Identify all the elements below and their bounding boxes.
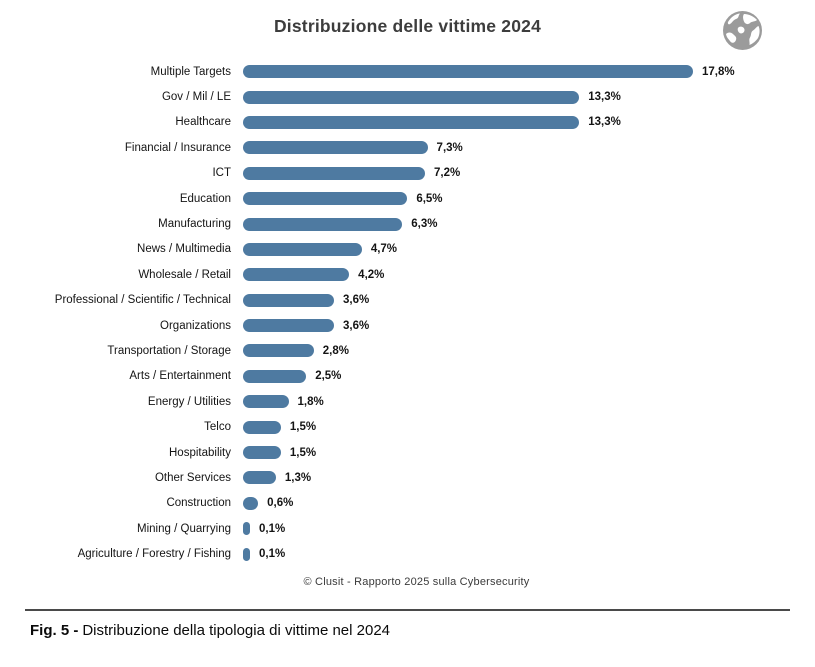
bar [243, 192, 408, 206]
bar [243, 471, 276, 485]
bar-chart: Multiple Targets 17,8% Gov / Mil / LE 13… [0, 59, 815, 567]
caption-divider [25, 608, 790, 611]
bar [243, 293, 334, 307]
category-label: News / Multimedia [137, 243, 231, 256]
category-label: Energy / Utilities [147, 395, 231, 408]
bar [243, 395, 289, 409]
bar [243, 90, 580, 104]
bar [243, 65, 693, 79]
chart-row: Agriculture / Forestry / Fishing 0,1% [0, 541, 815, 566]
chart-row: Healthcare 13,3% [0, 110, 815, 135]
bar [243, 319, 334, 333]
chart-row: Hospitability 1,5% [0, 440, 815, 465]
chart-row: Professional / Scientific / Technical 3,… [0, 288, 815, 313]
category-label: Hospitability [169, 446, 231, 459]
value-label: 13,3% [588, 116, 621, 129]
bar [243, 344, 314, 358]
category-label: Construction [166, 497, 231, 510]
chart-row: ICT 7,2% [0, 161, 815, 186]
value-label: 4,7% [370, 243, 398, 256]
source-credit: © Clusit - Rapporto 2025 sulla Cybersecu… [303, 575, 530, 588]
chart-row: Gov / Mil / LE 13,3% [0, 84, 815, 109]
value-label: 3,6% [343, 294, 370, 307]
chart-row: Other Services 1,3% [0, 465, 815, 490]
value-label: 6,3% [411, 218, 438, 231]
category-label: Education [179, 192, 231, 205]
value-label: 4,2% [358, 268, 385, 281]
value-label: 0,6% [267, 497, 294, 510]
bar [243, 420, 281, 434]
bar [243, 547, 250, 561]
category-label: Mining / Quarrying [137, 522, 231, 535]
chart-row: Manufacturing 6,3% [0, 211, 815, 236]
chart-row: Transportation / Storage 2,8% [0, 338, 815, 363]
category-label: Organizations [160, 319, 231, 332]
category-label: Other Services [154, 471, 231, 484]
bar [243, 268, 350, 282]
bar [243, 522, 250, 536]
value-label: 7,2% [434, 167, 461, 180]
value-label: 7,3% [436, 141, 463, 154]
value-label: 1,8% [297, 395, 324, 408]
chart-row: Multiple Targets 17,8% [0, 59, 815, 84]
value-label: 3,6% [343, 319, 370, 332]
category-label: Wholesale / Retail [138, 268, 231, 281]
bar [243, 496, 259, 510]
chart-row: News / Multimedia 4,7% [0, 237, 815, 262]
chart-row: Education 6,5% [0, 186, 815, 211]
globe-icon [723, 11, 762, 50]
category-label: Professional / Scientific / Technical [54, 294, 231, 307]
value-label: 0,1% [259, 548, 286, 561]
value-label: 0,1% [259, 522, 286, 535]
chart-row: Organizations 3,6% [0, 313, 815, 338]
bar [243, 242, 362, 256]
category-label: Transportation / Storage [107, 344, 231, 357]
value-label: 13,3% [588, 91, 621, 104]
chart-row: Mining / Quarrying 0,1% [0, 516, 815, 541]
category-label: Gov / Mil / LE [161, 91, 231, 104]
chart-row: Energy / Utilities 1,8% [0, 389, 815, 414]
category-label: Multiple Targets [150, 65, 231, 78]
chart-row: Telco 1,5% [0, 414, 815, 439]
figure-caption-text: Distribuzione della tipologia di vittime… [82, 621, 391, 639]
category-label: Agriculture / Forestry / Fishing [77, 548, 231, 561]
category-label: Manufacturing [158, 218, 231, 231]
chart-title: Distribuzione delle vittime 2024 [273, 16, 542, 36]
category-label: Arts / Entertainment [129, 370, 231, 383]
bar [243, 217, 403, 231]
value-label: 1,3% [284, 471, 312, 484]
value-label: 17,8% [702, 65, 735, 78]
value-label: 1,5% [289, 421, 317, 434]
bar [243, 369, 307, 383]
bar [243, 141, 428, 155]
value-label: 1,5% [289, 446, 317, 459]
chart-row: Arts / Entertainment 2,5% [0, 364, 815, 389]
category-label: Financial / Insurance [124, 141, 231, 154]
category-label: ICT [212, 167, 231, 180]
figure-caption: Fig. 5 - Distribuzione della tipologia di… [30, 622, 815, 639]
bar [243, 115, 580, 129]
chart-card: Distribuzione delle vittime 2024 Multipl… [0, 11, 815, 588]
chart-row: Wholesale / Retail 4,2% [0, 262, 815, 287]
category-label: Healthcare [175, 116, 231, 129]
figure-number: Fig. 5 - [30, 621, 79, 639]
bar [243, 446, 281, 460]
value-label: 6,5% [416, 192, 443, 205]
value-label: 2,8% [322, 344, 349, 357]
bar [243, 166, 426, 180]
chart-row: Financial / Insurance 7,3% [0, 135, 815, 160]
chart-row: Construction 0,6% [0, 491, 815, 516]
value-label: 2,5% [315, 370, 342, 383]
category-label: Telco [204, 421, 231, 434]
